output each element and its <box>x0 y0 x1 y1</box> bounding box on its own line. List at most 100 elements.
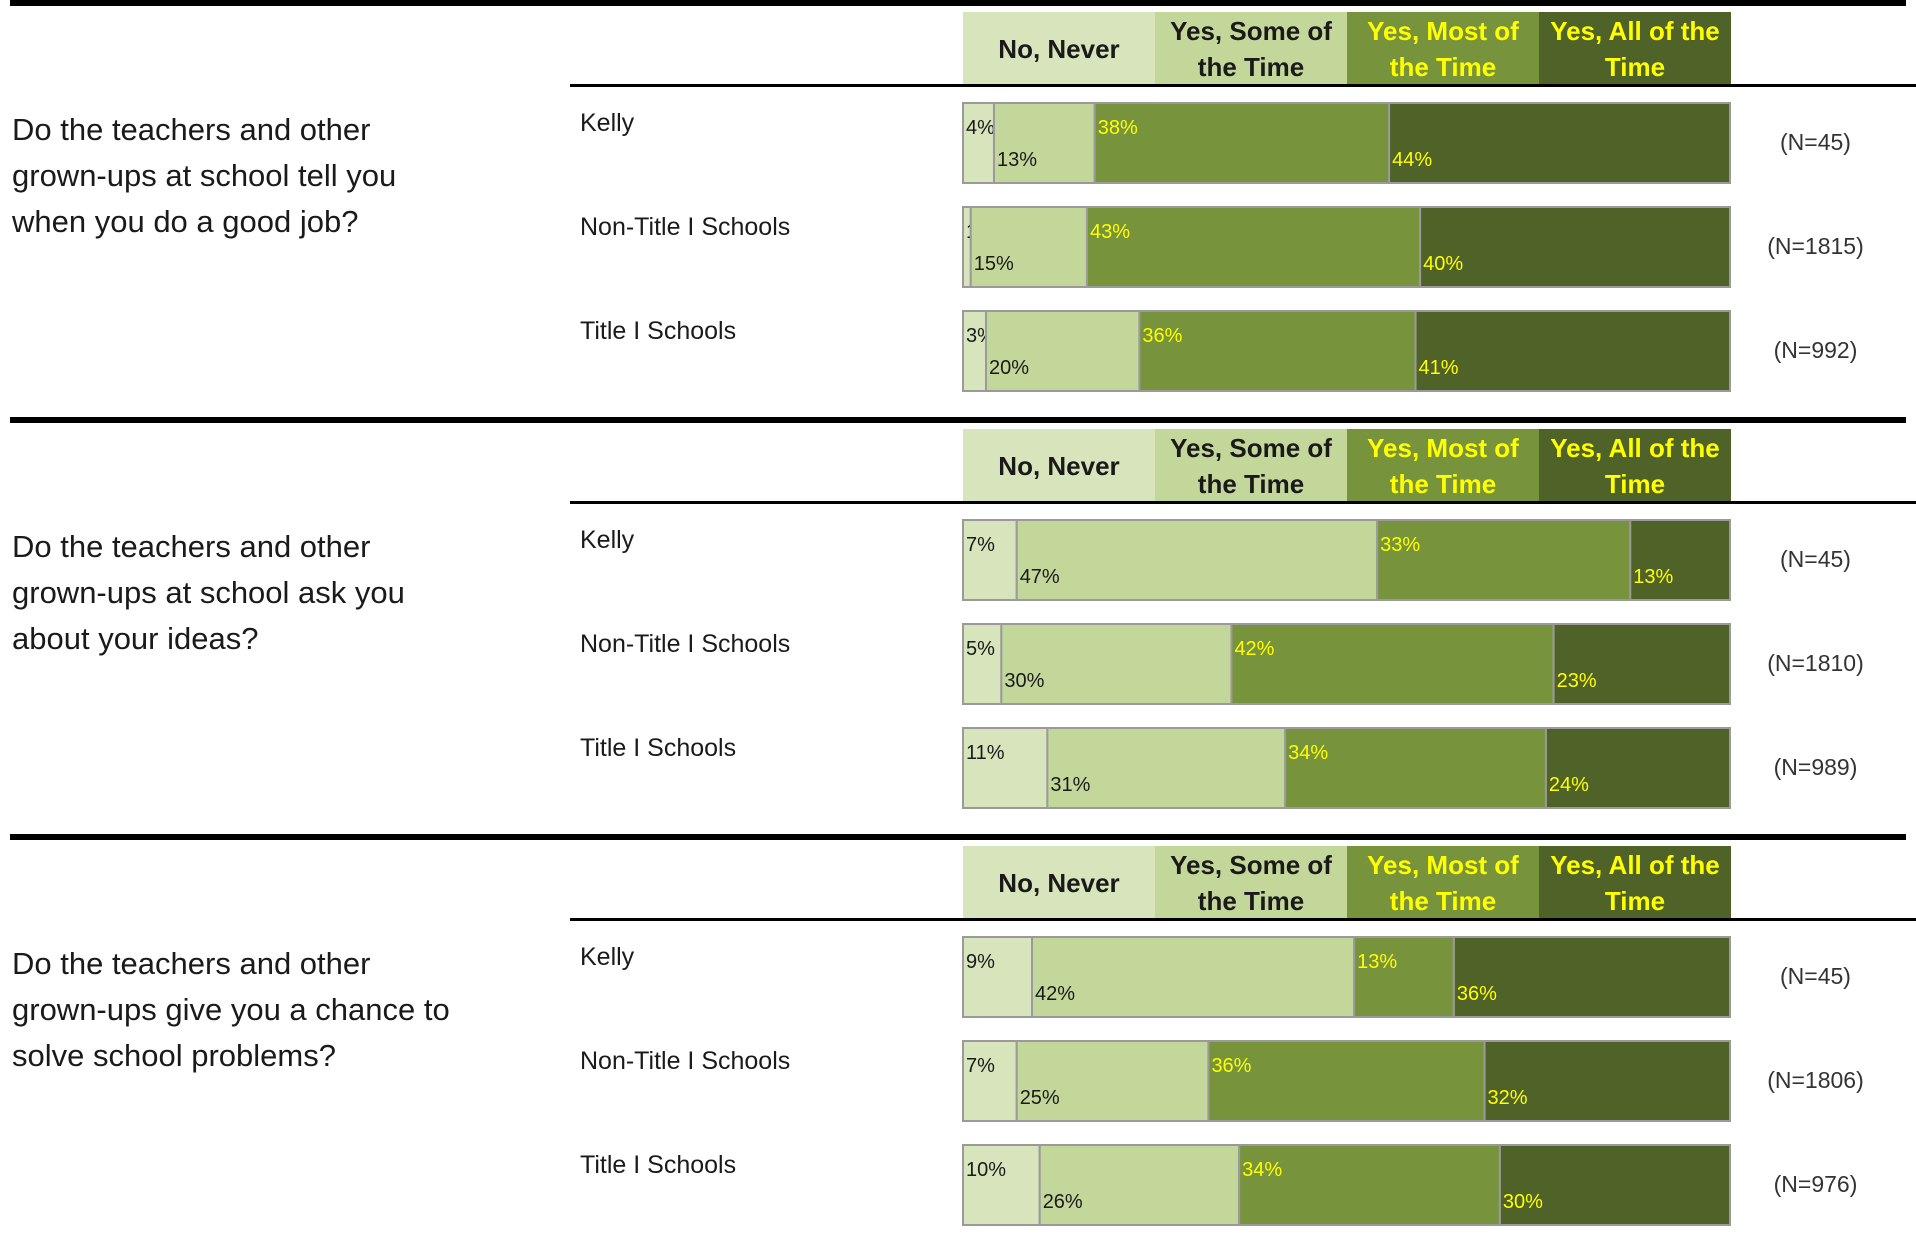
legend-no-never: No, Never <box>963 846 1155 919</box>
question-section: No, Never Yes, Some of the Time Yes, Most … <box>0 417 1916 834</box>
row-label: Kelly <box>580 526 635 554</box>
data-label: 36% <box>1142 325 1182 347</box>
legend-most-of-time: Yes, Most of the Time <box>1347 12 1539 85</box>
bar-segment-some-of-time <box>985 310 1141 392</box>
question-text: Do the teachers and other grown-ups at s… <box>12 529 405 656</box>
data-label: 4% <box>966 117 995 139</box>
bar-segment-most-of-time <box>1207 1040 1486 1122</box>
legend-all-of-time: Yes, All of the Time <box>1539 846 1731 919</box>
bar-segment-no-never <box>962 310 988 392</box>
legend-all-of-time: Yes, All of the Time <box>1539 12 1731 85</box>
bar-segment-some-of-time <box>1038 1144 1241 1226</box>
bar-segment-some-of-time <box>1015 519 1379 601</box>
bar-segment-no-never <box>962 623 1003 705</box>
n-count: (N=989) <box>1773 754 1858 780</box>
legend-no-never: No, Never <box>963 429 1155 502</box>
bar-segment-some-of-time <box>1046 727 1287 809</box>
bar-segment-all-of-time <box>1483 1040 1732 1122</box>
bar-segment-some-of-time <box>1000 623 1233 705</box>
data-label: 43% <box>1090 221 1130 243</box>
n-count: (N=45) <box>1780 546 1851 572</box>
bar-segment-most-of-time <box>1138 310 1417 392</box>
header-underline <box>570 501 1916 504</box>
section-divider <box>10 417 1906 423</box>
data-label: 13% <box>997 149 1037 171</box>
n-count: (N=1806) <box>1767 1067 1864 1093</box>
data-label: 36% <box>1211 1055 1251 1077</box>
bar-segment-most-of-time <box>1353 936 1455 1018</box>
legend-some-of-time: Yes, Some of the Time <box>1155 429 1347 502</box>
n-count: (N=992) <box>1773 337 1858 363</box>
data-label: 13% <box>1633 566 1673 588</box>
legend-some-of-time: Yes, Some of the Time <box>1155 846 1347 919</box>
stacked-bars: 4%13%38%44%1%15%43%40%3%20%36%41% <box>962 102 1732 392</box>
bar-segment-no-never <box>962 936 1034 1018</box>
bar-segment-most-of-time <box>1093 102 1391 184</box>
bar-segment-some-of-time <box>969 206 1088 288</box>
bar-segment-all-of-time <box>1419 206 1731 288</box>
row-label: Title I Schools <box>580 734 737 762</box>
data-label: 23% <box>1557 670 1597 692</box>
row-label: Title I Schools <box>580 317 737 345</box>
data-label: 40% <box>1423 253 1463 275</box>
data-label: 25% <box>1020 1087 1060 1109</box>
bar-segment-all-of-time <box>1552 623 1731 705</box>
bar-segment-all-of-time <box>1452 936 1731 1018</box>
question-text: Do the teachers and other grown-ups at s… <box>12 112 397 239</box>
bar-segment-most-of-time <box>1085 206 1422 288</box>
stacked-bars: 7% 47% 33% 13% 5% 30% 42% 23% 11% 31% 34% 24% <box>962 519 1732 809</box>
question-section: No, Never Yes, Some of the Time Yes, Most … <box>0 834 1916 1251</box>
bar-segment-no-never <box>962 519 1018 601</box>
section-divider <box>10 0 1906 6</box>
legend-some-of-time: Yes, Some of the Time <box>1155 12 1347 85</box>
row-label: Non-Title I Schools <box>580 213 791 241</box>
bar-segment-most-of-time <box>1284 727 1547 809</box>
data-label: 32% <box>1488 1087 1528 1109</box>
bar-segment-no-never <box>962 1144 1041 1226</box>
data-label: 10% <box>966 1159 1006 1181</box>
n-count: (N=976) <box>1773 1171 1858 1197</box>
data-label: 7% <box>966 534 995 556</box>
data-label: 38% <box>1098 117 1138 139</box>
row-label: Non-Title I Schools <box>580 630 791 658</box>
bar-segment-all-of-time <box>1388 102 1731 184</box>
bar-segment-most-of-time <box>1376 519 1632 601</box>
legend-most-of-time: Yes, Most of the Time <box>1347 846 1539 919</box>
data-label: 41% <box>1419 357 1459 379</box>
question-section: No, Never Yes, Some of the Time Yes, Most … <box>0 0 1916 417</box>
data-label: 20% <box>989 357 1029 379</box>
data-label: 15% <box>974 253 1014 275</box>
data-label: 24% <box>1549 774 1589 796</box>
n-count: (N=1810) <box>1767 650 1864 676</box>
data-label: 47% <box>1020 566 1060 588</box>
data-label: 34% <box>1288 742 1328 764</box>
data-label: 30% <box>1503 1191 1543 1213</box>
bar-segment-some-of-time <box>1015 1040 1210 1122</box>
bar-segment-no-never <box>962 1040 1018 1122</box>
data-label: 13% <box>1357 951 1397 973</box>
data-label: 9% <box>966 951 995 973</box>
data-label: 5% <box>966 638 995 660</box>
row-label: Non-Title I Schools <box>580 1047 791 1075</box>
legend-most-of-time: Yes, Most of the Time <box>1347 429 1539 502</box>
data-label: 31% <box>1050 774 1090 796</box>
bar-segment-all-of-time <box>1629 519 1732 601</box>
header-underline <box>570 84 1916 87</box>
question-text: Do the teachers and other grown-ups give… <box>12 946 450 1073</box>
data-label: 42% <box>1234 638 1274 660</box>
data-label: 11% <box>966 742 1005 764</box>
legend-no-never: No, Never <box>963 12 1155 85</box>
data-label: 30% <box>1004 670 1044 692</box>
row-label: Title I Schools <box>580 1151 737 1179</box>
n-count: (N=45) <box>1780 963 1851 989</box>
data-label: 36% <box>1457 983 1497 1005</box>
row-label: Kelly <box>580 109 635 137</box>
section-divider <box>10 834 1906 840</box>
bar-segment-some-of-time <box>1031 936 1356 1018</box>
data-label: 33% <box>1380 534 1420 556</box>
bar-segment-no-never <box>962 102 995 184</box>
legend-all-of-time: Yes, All of the Time <box>1539 429 1731 502</box>
bar-segment-all-of-time <box>1414 310 1732 392</box>
data-label: 34% <box>1242 1159 1282 1181</box>
n-count: (N=45) <box>1780 129 1851 155</box>
